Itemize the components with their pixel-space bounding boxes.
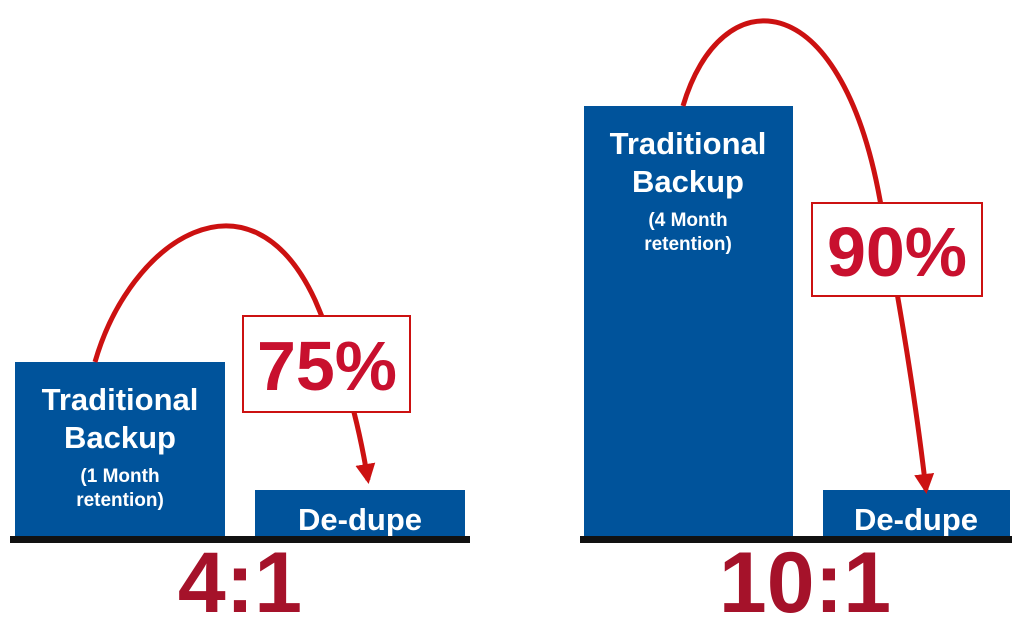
dedupe-bar: [255, 490, 465, 540]
bar-title: Traditional: [610, 126, 767, 161]
bar-subtitle: retention): [76, 490, 164, 511]
percent-label: 90%: [827, 213, 967, 291]
bar-title: Backup: [632, 164, 744, 199]
bar-subtitle: retention): [644, 234, 732, 255]
percent-box: [811, 202, 983, 297]
baseline: [10, 536, 470, 543]
percent-label: 75%: [257, 327, 397, 405]
baseline: [580, 536, 1012, 543]
bar-subtitle: (4 Month: [648, 210, 727, 231]
bar-title: Backup: [64, 420, 176, 455]
bar-subtitle: (1 Month: [80, 466, 159, 487]
dedupe-bar: [823, 490, 1010, 540]
arc-arrow: [680, 18, 935, 494]
panel: Traditional Backup (1 Month retention) D…: [10, 223, 470, 618]
percent-box: [242, 315, 411, 413]
ratio-label: 4:1: [178, 535, 302, 618]
dedupe-label: De-dupe: [854, 502, 978, 537]
ratio-label: 10:1: [719, 535, 891, 618]
dedupe-label: De-dupe: [298, 502, 422, 537]
traditional-bar: [584, 106, 793, 540]
panel: Traditional Backup (4 Month retention) D…: [580, 18, 1012, 618]
bar-title: Traditional: [42, 382, 199, 417]
traditional-bar: [15, 362, 225, 540]
